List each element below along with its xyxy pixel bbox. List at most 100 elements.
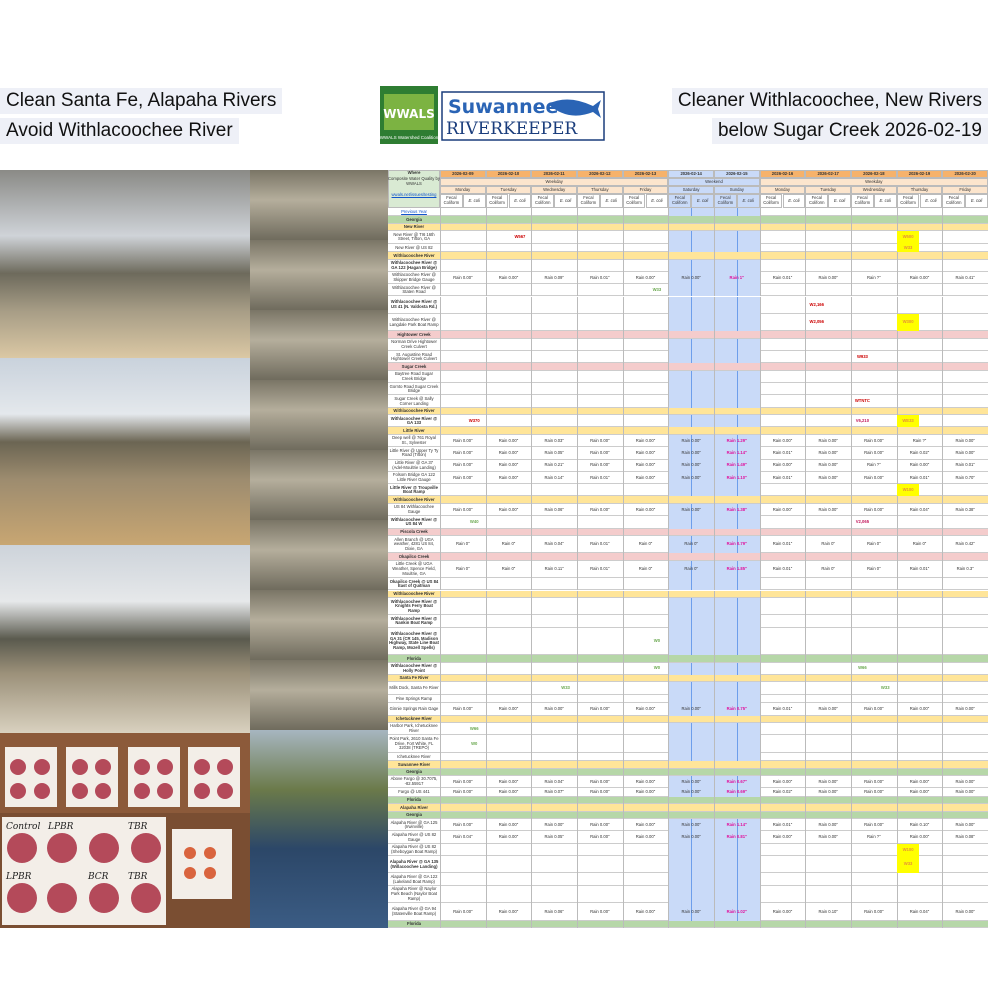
col-line — [714, 484, 715, 497]
col-line — [759, 407, 761, 416]
col-line — [485, 503, 487, 517]
col-line — [577, 590, 578, 598]
col-line — [668, 216, 669, 224]
col-line — [485, 259, 487, 272]
row-label[interactable]: Previous Year — [401, 208, 427, 214]
col-line — [577, 856, 578, 874]
rain-value: Rain 1.49" — [726, 462, 748, 468]
rain-value: Rain 0.00" — [681, 450, 701, 456]
col-line — [942, 528, 943, 536]
link[interactable]: wwals.net/issues/testing — [391, 191, 437, 197]
col-line — [531, 331, 532, 339]
day: Saturday — [668, 186, 714, 194]
col-line — [485, 459, 487, 472]
rain-value: Rain 0.03" — [544, 437, 564, 443]
row-label: Alapaha River @ US 82 (Sheboygan Boat Ra… — [390, 844, 438, 854]
weekend-cell — [714, 231, 737, 244]
weekend-cell — [736, 722, 760, 736]
col-line — [622, 703, 624, 716]
col-line — [851, 831, 852, 844]
col-line — [440, 535, 441, 554]
day: Wednesday — [851, 186, 897, 194]
weekend-cell — [691, 722, 714, 736]
col-line — [851, 296, 852, 314]
col-line — [577, 459, 578, 472]
col-line — [896, 553, 898, 561]
col-line — [440, 752, 441, 762]
weekend-cell — [668, 415, 692, 428]
col-line — [714, 761, 715, 769]
weekend-cell — [668, 383, 692, 396]
col-line — [531, 434, 532, 448]
row-label: New River @ US 82 — [395, 244, 433, 250]
row-label: Georgia — [406, 768, 422, 774]
col-line — [942, 903, 943, 921]
col-line — [942, 370, 943, 384]
col-line — [759, 271, 761, 285]
col-line — [714, 271, 715, 285]
col-line — [668, 715, 669, 723]
col-line — [440, 208, 441, 217]
col-line — [622, 885, 624, 904]
weekend-cell — [691, 873, 714, 886]
col-line — [851, 627, 852, 656]
col-line — [759, 528, 761, 536]
weekend-cell — [736, 383, 760, 396]
rain-value: Rain 0.00" — [498, 821, 519, 827]
col-line — [714, 804, 715, 812]
col-line — [622, 682, 624, 695]
col-line — [714, 553, 715, 561]
col-line — [714, 447, 715, 460]
rain-value: Rain 0.00" — [453, 506, 473, 512]
col-line — [851, 243, 852, 253]
col-line — [440, 338, 441, 352]
col-line — [531, 259, 532, 272]
rain-value: Rain 0.00" — [635, 462, 656, 468]
col-line — [531, 503, 532, 517]
row-label: Sugar Creek @ Sally Corner Landing — [394, 395, 434, 406]
col-line — [622, 363, 624, 371]
col-line — [622, 535, 624, 554]
col-line — [714, 383, 715, 396]
col-line — [805, 553, 806, 561]
rain-value: Rain 0.00" — [681, 474, 701, 480]
rain-value: Rain 0.00" — [818, 474, 838, 480]
row-label: Little Creek @ UGA Weather, Spence Field… — [392, 561, 436, 576]
col-line — [714, 503, 715, 517]
col-line — [805, 703, 806, 716]
rain-value: Rain 0.00" — [590, 462, 610, 468]
rain-value: Rain 0.00" — [590, 908, 610, 914]
row — [388, 674, 988, 683]
col-line — [759, 578, 761, 591]
weekend-cell — [736, 903, 760, 921]
col-line — [485, 703, 487, 716]
rain-value: Rain 0.69" — [726, 789, 748, 795]
weekend-cell — [668, 843, 692, 857]
col-line — [851, 674, 852, 683]
col-line — [577, 694, 578, 704]
rain-value: Rain 0.00" — [590, 778, 610, 784]
col-line — [851, 338, 852, 352]
row-label: US 84 Withlacoochee Gauge — [393, 504, 435, 515]
col-line — [622, 331, 624, 339]
col-line — [805, 535, 806, 554]
col-line — [942, 804, 943, 812]
rain-value: Rain 0.01" — [909, 474, 930, 480]
col-line — [851, 395, 852, 408]
col-line — [805, 284, 806, 297]
col-line — [942, 811, 943, 820]
rain-value: Rain 0.67" — [726, 778, 748, 784]
col-line — [531, 363, 532, 371]
col-line — [485, 715, 487, 723]
col-line — [668, 407, 669, 416]
col-line — [485, 351, 487, 364]
col-line — [805, 351, 806, 364]
rain-value: Rain 0.00" — [453, 450, 473, 456]
col-line — [896, 338, 898, 352]
col-line — [531, 903, 532, 921]
col-line — [531, 752, 532, 762]
col-line — [942, 856, 943, 874]
rain-value: Rain 0.42" — [955, 541, 975, 547]
col-line — [805, 216, 806, 224]
col-line — [485, 627, 487, 656]
